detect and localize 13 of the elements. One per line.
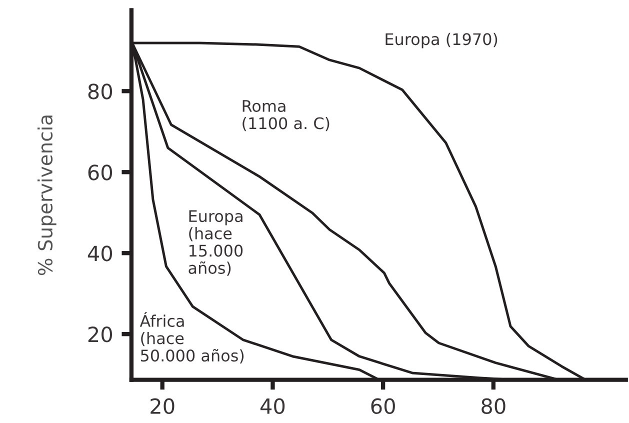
y-tick-label: 80: [88, 84, 112, 100]
series-label: Roma (1100 a. C): [242, 100, 330, 132]
x-tick-label: 40: [260, 398, 285, 414]
y-tick-label: 40: [88, 246, 112, 262]
y-axis-title: % Supervivencia: [38, 116, 56, 276]
x-tick-label: 80: [482, 398, 506, 414]
x-tick-label: 60: [371, 398, 395, 414]
series-label: Europa (hace 15.000 años): [188, 210, 243, 276]
y-tick-label: 60: [88, 164, 112, 180]
x-tick-label: 20: [150, 398, 174, 414]
series-label: Europa (1970): [386, 32, 498, 48]
y-tick-label: 20: [88, 326, 112, 342]
series-label: África (hace 50.000 años): [140, 312, 244, 364]
